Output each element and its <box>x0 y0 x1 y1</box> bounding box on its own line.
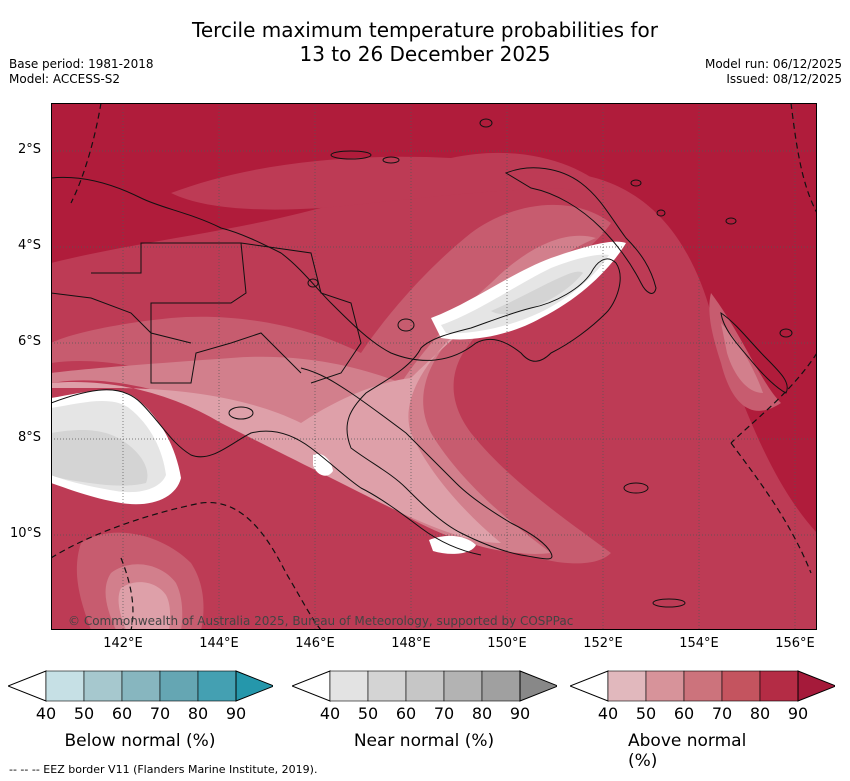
legend-swatch <box>197 670 237 702</box>
legend-swatch <box>83 670 123 702</box>
legend-tick-label: 50 <box>73 704 95 723</box>
lat-label-6s: 6°S <box>18 334 42 349</box>
legend-extend-low <box>570 670 609 702</box>
legend-tick-label: 70 <box>433 704 455 723</box>
base-period: Base period: 1981-2018 <box>9 57 154 71</box>
legend-extend-high <box>519 670 557 702</box>
lon-label-156e: 156°E <box>775 636 815 651</box>
meta-left: Base period: 1981-2018 Model: ACCESS-S2 <box>9 57 154 87</box>
title-line-1: Tercile maximum temperature probabilitie… <box>192 18 658 42</box>
legend-tick-label: 90 <box>787 704 809 723</box>
lon-label-154e: 154°E <box>679 636 719 651</box>
lon-label-150e: 150°E <box>487 636 527 651</box>
legend-swatch <box>367 670 407 702</box>
legend-title-below: Below normal (%) <box>64 731 216 751</box>
band-60-east <box>721 323 763 393</box>
map-title: Tercile maximum temperature probabilitie… <box>0 18 850 66</box>
legend-above-normal <box>570 670 835 702</box>
lat-label-10s: 10°S <box>10 526 42 541</box>
eez-borders <box>51 103 817 630</box>
eez-footer-note: -- -- -- EEZ border V11 (Flanders Marine… <box>9 763 318 776</box>
band-70-east <box>709 293 781 411</box>
legend-tick-label: 60 <box>395 704 417 723</box>
near-normal-northeast-core <box>491 271 583 315</box>
band-80-north <box>171 152 611 210</box>
legend-swatch <box>721 670 761 702</box>
probability-map <box>51 103 817 630</box>
model-run: Model run: 06/12/2025 <box>704 57 842 71</box>
legend-extend-high <box>235 670 273 702</box>
issued-date: Issued: 08/12/2025 <box>726 72 842 86</box>
legend-tick-label: 80 <box>471 704 493 723</box>
inland-border-3 <box>51 292 192 344</box>
title-line-2: 13 to 26 December 2025 <box>299 42 551 66</box>
south-coast <box>51 389 482 556</box>
meta-right: Model run: 06/12/2025 Issued: 08/12/2025 <box>705 57 842 87</box>
islands <box>228 118 793 608</box>
legend-swatch <box>759 670 799 702</box>
band-50-south <box>118 582 171 630</box>
legend-title-above: Above normal (%) <box>628 731 747 771</box>
graticule <box>51 103 817 630</box>
legend-title-near: Near normal (%) <box>353 731 495 751</box>
lon-label-144e: 144°E <box>199 636 239 651</box>
legend-extend-low <box>8 670 47 702</box>
inland-border-1 <box>91 242 302 384</box>
legend-near-normal <box>292 670 557 702</box>
legend-tick-label: 80 <box>749 704 771 723</box>
legend-tick-label: 70 <box>711 704 733 723</box>
legend-tick-label: 50 <box>357 704 379 723</box>
legend-tick-label: 60 <box>673 704 695 723</box>
lon-label-148e: 148°E <box>391 636 431 651</box>
inland-border-2 <box>240 242 362 384</box>
legend-swatch <box>121 670 161 702</box>
legend-tick-label: 50 <box>635 704 657 723</box>
legend-swatch <box>443 670 483 702</box>
legend-swatch <box>45 670 85 702</box>
bougainville-coast <box>720 311 788 394</box>
new-guinea-coast <box>51 176 621 560</box>
lat-label-4s: 4°S <box>18 238 42 253</box>
coastlines <box>51 167 788 560</box>
lon-label-146e: 146°E <box>295 636 335 651</box>
legend-tick-label: 90 <box>509 704 531 723</box>
lat-label-2s: 2°S <box>18 142 42 157</box>
model-name: Model: ACCESS-S2 <box>9 72 121 86</box>
legend-tick-label: 70 <box>149 704 171 723</box>
legend-below-normal <box>8 670 273 702</box>
near-normal-northeast-grey <box>441 254 609 334</box>
legend-swatch <box>683 670 723 702</box>
legend-swatch <box>159 670 199 702</box>
copyright-text: © Commonwealth of Australia 2025, Bureau… <box>68 614 574 628</box>
legend-swatch <box>607 670 647 702</box>
legend-extend-low <box>292 670 331 702</box>
legend-tick-label: 40 <box>319 704 341 723</box>
legend-tick-label: 60 <box>111 704 133 723</box>
lon-label-142e: 142°E <box>103 636 143 651</box>
legend-swatch <box>645 670 685 702</box>
lat-label-8s: 8°S <box>18 430 42 445</box>
legend-tick-label: 40 <box>35 704 57 723</box>
legend-tick-label: 40 <box>597 704 619 723</box>
lon-label-152e: 152°E <box>583 636 623 651</box>
legend-tick-label: 80 <box>187 704 209 723</box>
legend-swatch <box>329 670 369 702</box>
legend-tick-label: 90 <box>225 704 247 723</box>
legend-swatch <box>405 670 445 702</box>
new-britain-coast <box>504 167 657 294</box>
legend-swatch <box>481 670 521 702</box>
legend-extend-high <box>797 670 835 702</box>
near-normal-small <box>313 453 333 476</box>
near-normal-west-core <box>51 430 148 486</box>
